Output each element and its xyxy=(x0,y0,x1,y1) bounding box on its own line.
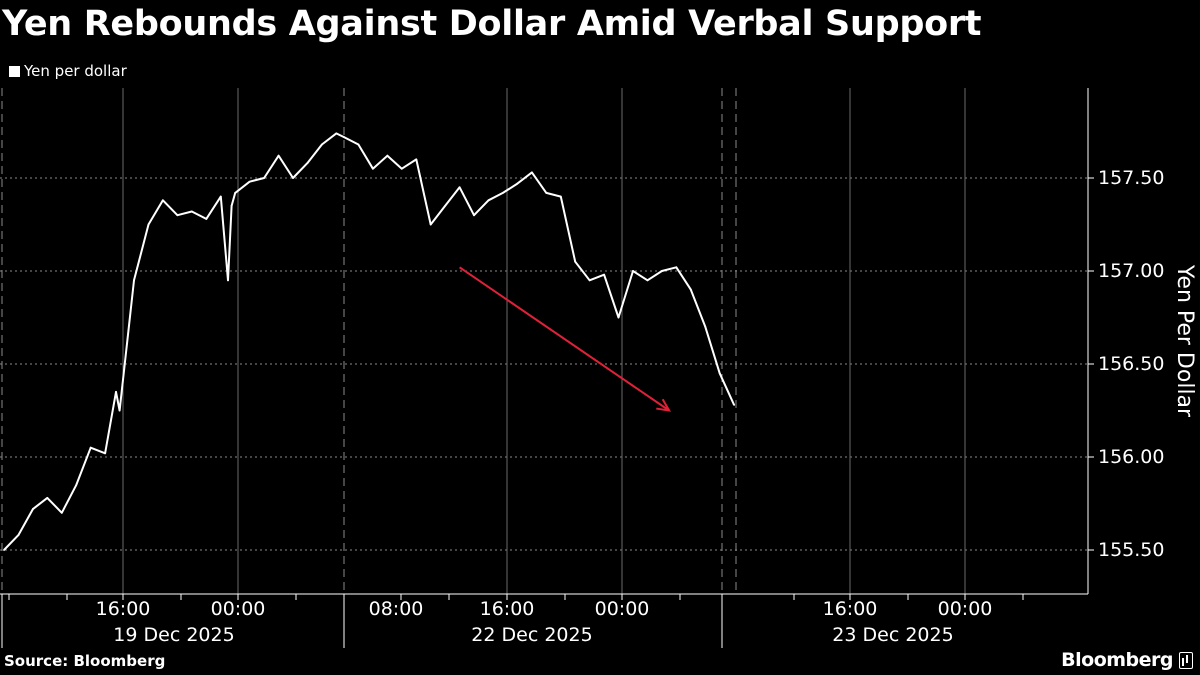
x-tick-label: 16:00 xyxy=(96,598,151,620)
data-point xyxy=(502,191,504,194)
x-tick-label: 08:00 xyxy=(369,598,424,620)
data-point xyxy=(46,497,49,499)
data-point xyxy=(234,191,237,194)
data-point xyxy=(133,279,135,282)
price-line xyxy=(3,132,736,551)
y-tick-label: 157.00 xyxy=(1098,260,1164,282)
data-point xyxy=(277,154,280,157)
data-point xyxy=(415,158,418,161)
data-point xyxy=(104,452,107,455)
legend-label: Yen per dollar xyxy=(24,62,127,80)
bloomberg-terminal-icon xyxy=(1179,651,1193,669)
data-point xyxy=(473,214,475,217)
data-point xyxy=(661,270,663,272)
y-axis-title: Yen Per Dollar xyxy=(1172,264,1197,418)
x-tick-label: 16:00 xyxy=(823,598,878,620)
data-point xyxy=(17,534,20,537)
legend-swatch xyxy=(9,65,20,77)
data-point xyxy=(292,177,294,179)
data-point xyxy=(343,136,345,138)
data-point xyxy=(689,288,692,291)
data-point xyxy=(516,182,519,185)
data-point xyxy=(588,279,591,282)
data-point xyxy=(32,508,34,510)
brand-name: Bloomberg xyxy=(1061,649,1173,671)
date-label: 23 Dec 2025 xyxy=(832,624,953,646)
brand-logo: Bloomberg xyxy=(1061,649,1193,671)
y-tick-label: 156.50 xyxy=(1098,353,1164,375)
data-point xyxy=(603,273,605,276)
data-point xyxy=(646,279,649,282)
data-point xyxy=(458,186,461,189)
data-point xyxy=(545,191,548,194)
data-point xyxy=(3,549,5,551)
data-point xyxy=(574,260,577,263)
data-point xyxy=(444,205,447,207)
data-point xyxy=(487,199,490,202)
data-point xyxy=(176,214,179,217)
data-point xyxy=(429,223,432,226)
data-point xyxy=(617,316,620,319)
x-tick-label: 00:00 xyxy=(938,598,993,620)
data-point xyxy=(219,195,222,198)
data-point xyxy=(321,143,323,146)
data-point xyxy=(357,143,360,146)
data-point xyxy=(733,404,736,406)
data-point xyxy=(306,162,309,165)
source-note: Source: Bloomberg xyxy=(4,652,166,670)
x-tick-label: 16:00 xyxy=(480,598,535,620)
x-tick-label: 00:00 xyxy=(211,598,266,620)
data-point xyxy=(115,391,117,393)
legend: Yen per dollar xyxy=(9,62,127,80)
date-label: 22 Dec 2025 xyxy=(471,624,592,646)
data-point xyxy=(75,484,78,486)
trend-arrow-line xyxy=(459,266,670,412)
data-point xyxy=(230,205,233,207)
data-point xyxy=(60,511,63,514)
data-point xyxy=(335,132,338,135)
data-point xyxy=(675,266,678,269)
data-point xyxy=(400,167,403,170)
data-point xyxy=(227,279,229,282)
data-point xyxy=(147,223,150,226)
y-tick-label: 156.00 xyxy=(1098,446,1164,468)
data-point xyxy=(118,409,121,412)
data-point xyxy=(559,195,562,198)
data-point xyxy=(386,154,389,157)
y-tick-label: 157.50 xyxy=(1098,167,1164,189)
x-tick-label: 00:00 xyxy=(595,598,650,620)
data-point xyxy=(263,177,265,179)
data-point xyxy=(718,372,721,375)
data-point xyxy=(530,171,533,174)
trend-arrow-head xyxy=(656,398,672,412)
data-point xyxy=(162,199,164,202)
data-point xyxy=(704,325,707,328)
data-point xyxy=(89,446,92,449)
data-point xyxy=(205,218,208,220)
data-point xyxy=(632,270,634,272)
data-point xyxy=(190,210,193,213)
date-label: 19 Dec 2025 xyxy=(113,624,234,646)
data-point xyxy=(248,180,251,183)
data-point xyxy=(372,167,374,170)
y-tick-label: 155.50 xyxy=(1098,539,1164,561)
chart-title: Yen Rebounds Against Dollar Amid Verbal … xyxy=(2,4,982,44)
